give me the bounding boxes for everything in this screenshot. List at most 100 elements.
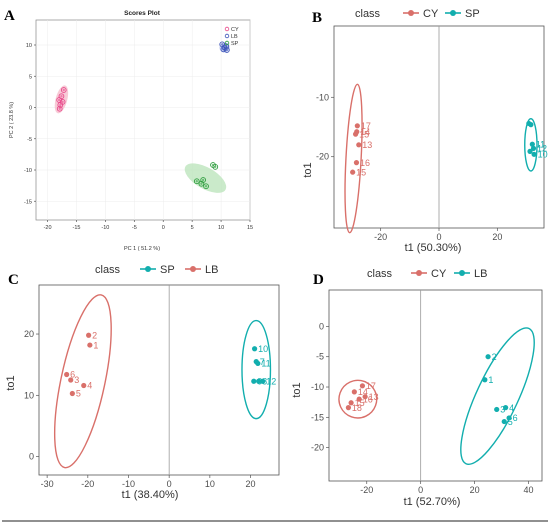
confidence-ellipse-cy: [338, 379, 378, 419]
legend-label: SP: [231, 41, 239, 47]
x-tick-label: 0: [162, 225, 165, 231]
confidence-ellipses: [53, 294, 272, 469]
y-tick-label: -5: [27, 137, 32, 143]
x-tick-label: 20: [492, 232, 502, 242]
point-label: 3: [500, 405, 505, 415]
legend-title: class: [355, 8, 381, 20]
x-tick-label: 20: [470, 485, 480, 495]
x-tick-label: -20: [44, 225, 52, 231]
point-label: 16: [363, 394, 373, 404]
point-label: 17: [361, 121, 371, 131]
data-point-core: [221, 43, 224, 46]
legend-key-dot: [408, 10, 414, 16]
legend-item-lb: LB: [185, 264, 218, 276]
x-tick-label: -20: [81, 479, 94, 489]
y-tick-label: -20: [311, 443, 324, 453]
data-point-sp: [260, 378, 266, 384]
point-label: 10: [538, 150, 548, 160]
point-label: 14: [358, 387, 368, 397]
y-tick-label: -15: [311, 412, 324, 422]
data-points: 216345107119812: [64, 330, 276, 399]
point-label: 12: [266, 376, 276, 386]
data-point-sp: [527, 148, 533, 154]
y-tick-label: 0: [319, 321, 324, 331]
x-axis-ticks: -20 -15 -10 -5 0 5 10 15: [44, 220, 253, 231]
legend-key-dot: [145, 266, 151, 272]
panel-letter-b: B: [312, 10, 322, 26]
point-label: 5: [508, 417, 513, 427]
data-point-sp: [251, 378, 257, 384]
data-point-sp: [528, 122, 534, 128]
x-tick-label: 0: [436, 232, 441, 242]
x-tick-label: -20: [374, 232, 387, 242]
data-point-core: [201, 178, 205, 182]
data-point-core: [57, 98, 61, 102]
point-label: 17: [366, 381, 376, 391]
legend-label: SP: [160, 264, 175, 276]
legend-title: class: [95, 264, 121, 276]
confidence-ellipse-lb: [53, 294, 112, 469]
data-point-lb: [506, 415, 512, 421]
data-point-core: [195, 180, 198, 183]
y-tick-label: 0: [29, 452, 34, 462]
legend-label: SP: [465, 8, 480, 20]
point-label: 15: [355, 398, 365, 408]
point-label: 6: [513, 413, 518, 423]
point-label: 13: [362, 140, 372, 150]
data-point-cy: [362, 394, 368, 400]
confidence-ellipse-lb: [460, 327, 535, 465]
x-axis-ticks: -20 0 20: [374, 228, 502, 242]
data-point-lb: [86, 332, 92, 338]
data-point-lb: [503, 405, 509, 411]
x-tick-label: 10: [205, 479, 215, 489]
data-point-sp: [212, 164, 219, 170]
chart-title: Scores Plot: [124, 10, 161, 17]
point-label: 10: [258, 344, 268, 354]
x-tick-label: 0: [167, 479, 172, 489]
panel-letter-d: D: [313, 272, 324, 288]
legend-label: LB: [231, 34, 238, 40]
point-label: 13: [369, 392, 379, 402]
legend-item-lb: LB: [454, 268, 487, 280]
legend-key-dot: [190, 266, 196, 272]
y-axis-ticks: 20 10 0: [24, 329, 39, 462]
data-point-sp: [531, 151, 537, 157]
legend-marker-lb: [224, 33, 230, 39]
data-point-sp: [251, 346, 258, 352]
confidence-ellipse-sp: [241, 319, 272, 420]
legend-item-cy: CY: [403, 8, 439, 20]
data-point-cy: [353, 160, 360, 166]
point-label: 2: [92, 330, 97, 340]
y-tick-label: 5: [29, 74, 32, 80]
y-axis-label: to1: [291, 382, 303, 397]
x-axis-label: t1 (50.30%): [405, 242, 462, 254]
panel-letter-c: C: [8, 272, 19, 288]
legend: class SP LB: [95, 264, 218, 276]
y-tick-label: -5: [316, 352, 324, 362]
point-label: 1: [488, 375, 493, 385]
point-label: 4: [87, 381, 92, 391]
y-axis-label: PC 2 ( 23.8 %): [9, 102, 15, 138]
data-point-cy: [60, 87, 67, 93]
confidence-ellipses: [344, 83, 538, 234]
point-label: 5: [76, 389, 81, 399]
y-tick-label: 10: [26, 43, 32, 49]
data-point-sp: [529, 141, 535, 147]
x-tick-label: -20: [360, 485, 373, 495]
point-label: 15: [359, 129, 369, 139]
legend-label: LB: [205, 264, 218, 276]
data-point-lb: [485, 354, 491, 360]
legend-item-sp: SP: [445, 8, 480, 20]
data-point-core: [58, 107, 61, 110]
data-point-lb: [87, 342, 93, 348]
point-label: 12: [537, 144, 547, 154]
data-point-cy: [59, 99, 66, 105]
data-point-cy: [356, 142, 362, 148]
x-axis-label: t1 (38.40%): [122, 489, 179, 501]
confidence-ellipses: [338, 327, 535, 465]
data-point-cy: [56, 105, 63, 112]
